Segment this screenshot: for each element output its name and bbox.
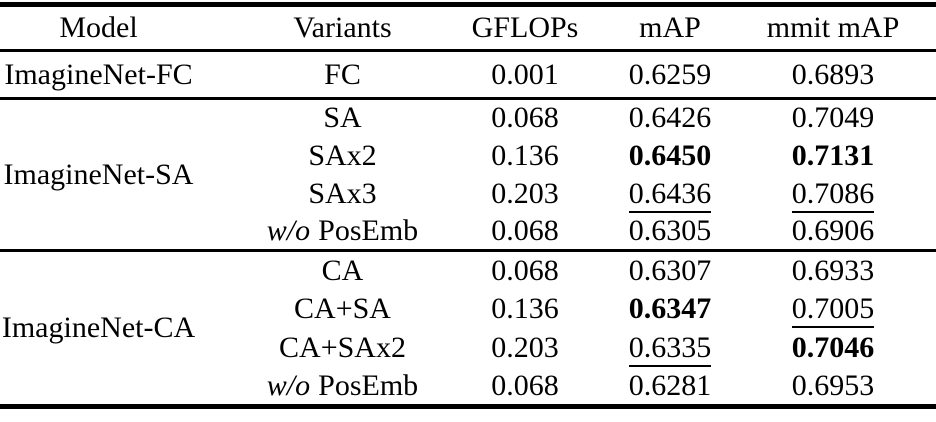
variant-cell: w/o PosEmb xyxy=(215,213,470,251)
section-imaginenet-ca: ImagineNet-CA CA 0.068 0.6307 0.6933 CA+… xyxy=(0,251,936,407)
model-cell: ImagineNet-FC xyxy=(4,57,193,91)
col-header-map: mAP xyxy=(639,11,701,44)
mmit-map-value-best: 0.7131 xyxy=(791,138,875,172)
mmit-map-cell: 0.7086 xyxy=(760,175,936,213)
section-imaginenet-sa: ImagineNet-SA SA 0.068 0.6426 0.7049 SAx… xyxy=(0,99,936,251)
mmit-map-value: 0.6953 xyxy=(791,368,875,402)
map-cell: 0.6347 xyxy=(580,290,760,329)
map-cell: 0.6259 xyxy=(580,51,760,99)
col-header-gflops: GFLOPs xyxy=(471,11,579,44)
mmit-map-cell: 0.6906 xyxy=(760,213,936,251)
mmit-map-cell: 0.7046 xyxy=(760,329,936,368)
mmit-map-value: 0.6893 xyxy=(791,57,875,91)
map-value-second: 0.6436 xyxy=(628,176,712,213)
variant-italic-prefix: w/o xyxy=(266,213,311,247)
gflops-cell: 0.068 xyxy=(491,213,559,247)
gflops-cell: 0.068 xyxy=(491,101,559,135)
mmit-map-value: 0.6906 xyxy=(791,213,875,247)
table-row: ImagineNet-FC FC 0.001 0.6259 0.6893 xyxy=(0,51,936,99)
map-cell: 0.6281 xyxy=(580,368,760,407)
variant-cell: CA+SAx2 xyxy=(279,331,406,364)
mmit-map-cell: 0.6933 xyxy=(760,251,936,290)
map-value: 0.6305 xyxy=(628,213,712,247)
table-row: w/o PosEmb 0.068 0.6281 0.6953 xyxy=(0,368,936,407)
mmit-map-value-second: 0.7005 xyxy=(791,292,875,328)
mmit-map-cell: 0.7049 xyxy=(760,99,936,137)
mmit-map-value-second: 0.7086 xyxy=(791,176,875,213)
mmit-map-value: 0.7049 xyxy=(791,101,875,135)
map-cell: 0.6335 xyxy=(580,329,760,368)
variant-cell: FC xyxy=(324,57,361,91)
mmit-map-value-best: 0.7046 xyxy=(791,331,875,364)
gflops-cell: 0.136 xyxy=(491,138,559,172)
variant-cell: w/o PosEmb xyxy=(215,368,470,407)
map-value: 0.6307 xyxy=(628,253,712,287)
variant-label: PosEmb xyxy=(318,213,419,247)
table-row: SAx3 0.203 0.6436 0.7086 xyxy=(0,175,936,213)
map-value-second: 0.6335 xyxy=(628,331,712,367)
table-row: CA+SAx2 0.203 0.6335 0.7046 xyxy=(0,329,936,368)
map-value-best: 0.6347 xyxy=(628,292,712,325)
gflops-cell: 0.136 xyxy=(491,292,559,325)
model-cell: ImagineNet-CA xyxy=(1,311,196,344)
variant-italic-prefix: w/o xyxy=(266,368,311,402)
mmit-map-cell: 0.6893 xyxy=(760,51,936,99)
variant-label: PosEmb xyxy=(318,368,419,402)
col-header-mmit-map: mmit mAP xyxy=(766,11,900,44)
map-value-best: 0.6450 xyxy=(628,138,712,172)
mmit-map-value: 0.6933 xyxy=(791,253,875,287)
table-row: ImagineNet-CA CA 0.068 0.6307 0.6933 xyxy=(0,251,936,342)
table-row: CA+SA 0.136 0.6347 0.7005 xyxy=(0,290,936,329)
section-imaginenet-fc: ImagineNet-FC FC 0.001 0.6259 0.6893 xyxy=(0,51,936,99)
table-row: SAx2 0.136 0.6450 0.7131 xyxy=(0,137,936,175)
col-header-variants: Variants xyxy=(293,11,392,44)
variant-cell: CA+SA xyxy=(294,292,391,325)
map-value: 0.6426 xyxy=(628,101,712,135)
map-value: 0.6281 xyxy=(628,368,712,402)
mmit-map-cell: 0.7005 xyxy=(760,290,936,329)
table-header: Model Variants GFLOPs mAP mmit mAP xyxy=(0,5,936,51)
mmit-map-cell: 0.7131 xyxy=(760,137,936,175)
gflops-cell: 0.068 xyxy=(491,253,559,287)
map-cell: 0.6307 xyxy=(580,251,760,290)
map-cell: 0.6305 xyxy=(580,213,760,251)
table-row: ImagineNet-SA SA 0.068 0.6426 0.7049 xyxy=(0,99,936,189)
variant-cell: SA xyxy=(323,101,362,135)
ablation-results-table: Model Variants GFLOPs mAP mmit mAP Imagi… xyxy=(0,2,936,409)
col-header-model: Model xyxy=(59,11,138,44)
variant-cell: SAx2 xyxy=(308,138,377,172)
map-cell: 0.6450 xyxy=(580,137,760,175)
mmit-map-cell: 0.6953 xyxy=(760,368,936,407)
variant-cell: CA xyxy=(321,253,364,287)
map-value: 0.6259 xyxy=(628,57,712,91)
header-row: Model Variants GFLOPs mAP mmit mAP xyxy=(0,5,936,51)
gflops-cell: 0.001 xyxy=(491,57,559,91)
model-cell: ImagineNet-SA xyxy=(3,157,194,191)
map-cell: 0.6426 xyxy=(580,99,760,137)
table-row: w/o PosEmb 0.068 0.6305 0.6906 xyxy=(0,213,936,251)
gflops-cell: 0.068 xyxy=(491,368,559,402)
map-cell: 0.6436 xyxy=(580,175,760,213)
variant-cell: SAx3 xyxy=(308,176,377,210)
gflops-cell: 0.203 xyxy=(491,176,559,210)
gflops-cell: 0.203 xyxy=(491,331,559,364)
